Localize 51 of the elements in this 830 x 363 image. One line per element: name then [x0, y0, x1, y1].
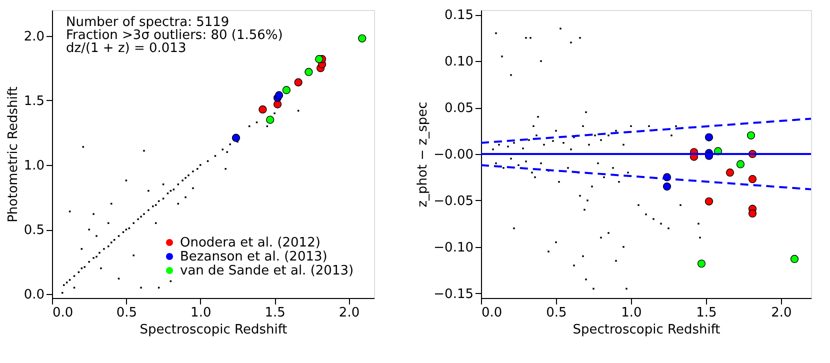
point [748, 209, 757, 218]
legend-label: van de Sande et al. (2013) [180, 264, 354, 278]
point [232, 134, 240, 142]
y-axis-title: z_phot − z_spec [416, 102, 431, 208]
point [790, 254, 799, 264]
x-tick-label: 0.0 [52, 306, 74, 320]
x-tick-label: 2.0 [771, 306, 792, 320]
point [274, 91, 284, 100]
legend-label: Onodera et al. (2012) [180, 236, 320, 250]
point [726, 168, 734, 177]
y-tick-label: 2.0 [24, 29, 44, 44]
y-tick-label: 1.5 [24, 94, 44, 109]
y-tick-label: 0.0 [24, 288, 44, 303]
y-tick-label: 1.0 [24, 158, 44, 174]
y-tick-label: −0.15 [434, 286, 474, 302]
y-tick-label: −0.10 [434, 240, 474, 256]
x-tick-label: 1.5 [696, 306, 717, 320]
y-tick-label: −0.00 [434, 148, 474, 162]
point [662, 182, 672, 191]
point [358, 34, 366, 42]
annotation: Number of spectra: 5119 [66, 15, 230, 30]
x-axis-title: Spectroscopic Redshift [572, 322, 720, 338]
point [704, 197, 714, 206]
point [748, 175, 757, 184]
x-axis-title: Spectroscopic Redshift [140, 322, 288, 338]
x-tick-label: 1.0 [190, 306, 212, 320]
point [266, 116, 274, 124]
point [697, 260, 706, 268]
y-tick-label: 0.5 [24, 223, 44, 238]
point [704, 133, 714, 142]
point [282, 86, 291, 94]
x-tick-label: 0.0 [482, 306, 502, 320]
y-axis-title: Photometric Redshift [6, 86, 21, 222]
y-tick-label: 0.10 [444, 54, 474, 70]
x-tick-label: 1.5 [264, 306, 286, 320]
x-tick-label: 0.5 [116, 306, 138, 320]
x-tick-label: 0.5 [546, 306, 567, 320]
y-tick-label: 0.15 [444, 8, 474, 24]
point [304, 68, 313, 76]
legend-label: Bezanson et al. (2013) [180, 250, 328, 264]
point [746, 131, 756, 140]
annotation: Fraction >3σ outliers: 80 (1.56%) [66, 28, 283, 43]
annotation: dz/(1 + z) = 0.013 [66, 41, 186, 56]
point [315, 55, 324, 64]
point [258, 105, 267, 114]
x-tick-label: 2.0 [338, 306, 360, 320]
y-tick-label: −0.05 [434, 194, 474, 209]
x-tick-label: 1.0 [621, 306, 642, 320]
y-tick-label: 0.05 [444, 101, 474, 116]
point [736, 160, 745, 168]
point [294, 78, 302, 86]
